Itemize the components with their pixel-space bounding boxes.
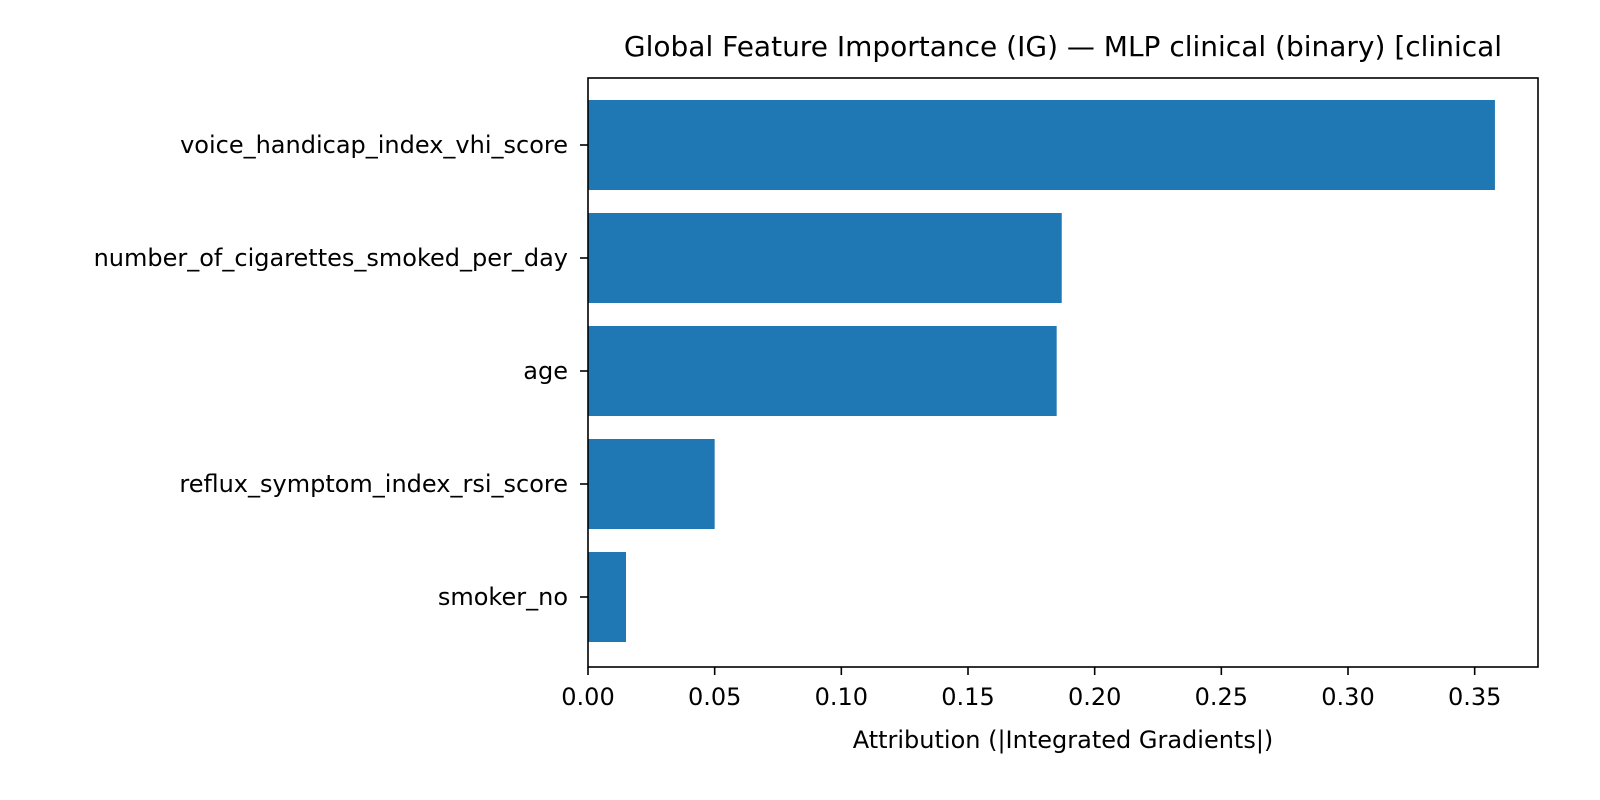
- x-tick-label: 0.05: [688, 683, 741, 711]
- x-tick-label: 0.20: [1068, 683, 1121, 711]
- y-tick-label: reflux_symptom_index_rsi_score: [179, 470, 568, 498]
- x-tick-label: 0.15: [941, 683, 994, 711]
- x-tick-label: 0.10: [815, 683, 868, 711]
- y-tick-label: smoker_no: [438, 583, 568, 611]
- y-tick-label: number_of_cigarettes_smoked_per_day: [94, 244, 568, 272]
- bars-layer: [588, 100, 1495, 642]
- plot-frame: [587, 77, 1539, 668]
- y-axis-ticks: voice_handicap_index_vhi_score number_of_…: [94, 131, 588, 611]
- chart-title: Global Feature Importance (IG) — MLP cli…: [624, 30, 1502, 63]
- x-tick-label: 0.25: [1195, 683, 1248, 711]
- x-tick-label: 0.35: [1448, 683, 1501, 711]
- bar-smoker-no: [588, 552, 626, 642]
- bar-number-of-cigarettes-smoked-per-day: [588, 213, 1062, 303]
- bar-age: [588, 326, 1057, 416]
- y-tick-label: age: [523, 357, 568, 385]
- y-tick-label: voice_handicap_index_vhi_score: [180, 131, 568, 159]
- x-tick-label: 0.00: [561, 683, 614, 711]
- x-axis-ticks: 0.00 0.05 0.10 0.15 0.20 0.25 0.30 0.35: [561, 667, 1501, 711]
- x-tick-label: 0.30: [1321, 683, 1374, 711]
- bar-voice-handicap-index-vhi-score: [588, 100, 1495, 190]
- x-axis-label: Attribution (|Integrated Gradients|): [853, 726, 1274, 754]
- bar-reflux-symptom-index-rsi-score: [588, 439, 715, 529]
